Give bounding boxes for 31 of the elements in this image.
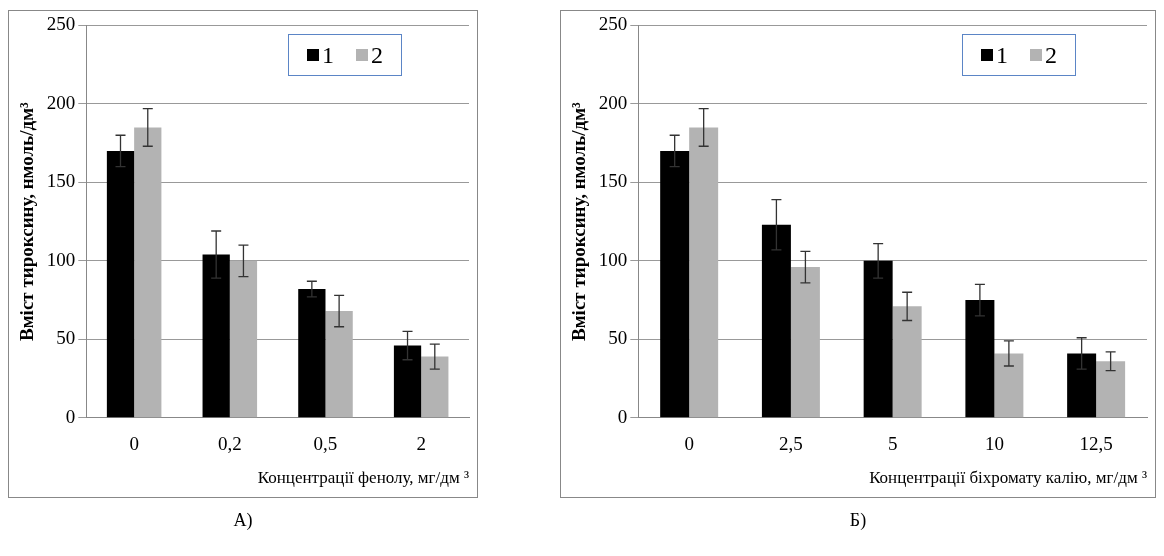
y-tick-label: 0 bbox=[617, 405, 628, 427]
y-axis-title: Вміст тироксину, нмоль/дм³ bbox=[16, 101, 38, 341]
legend-label: 1 bbox=[322, 41, 334, 69]
y-tick-label: 250 bbox=[46, 13, 76, 35]
x-tick-label: 0 bbox=[684, 433, 694, 455]
y-tick-label: 200 bbox=[598, 91, 628, 113]
legend-label: 1 bbox=[996, 41, 1008, 69]
legend-label: 2 bbox=[371, 41, 383, 69]
y-tick-label: 50 bbox=[608, 327, 628, 349]
y-tick-label: 150 bbox=[46, 170, 76, 192]
x-axis-title: Концентрації біхромату калію, мг/дм ³ bbox=[869, 468, 1147, 488]
x-axis-title: Концентрації фенолу, мг/дм ³ bbox=[257, 468, 469, 488]
y-tick-label: 100 bbox=[46, 248, 76, 270]
x-tick-label: 12,5 bbox=[1079, 433, 1113, 455]
x-tick-label: 2,5 bbox=[779, 433, 803, 455]
legend-label: 2 bbox=[1045, 41, 1057, 69]
y-axis-title: Вміст тироксину, нмоль/дм³ bbox=[568, 101, 590, 341]
text: Б) bbox=[848, 510, 868, 531]
y-tick-label: 150 bbox=[598, 170, 628, 192]
y-tick-label: 100 bbox=[598, 248, 628, 270]
text: А) bbox=[232, 510, 254, 531]
y-tick-label: 250 bbox=[598, 13, 628, 35]
y-tick-label: 50 bbox=[56, 327, 76, 349]
x-tick-label: 10 bbox=[984, 433, 1004, 455]
x-tick-label: 0,2 bbox=[217, 433, 242, 455]
y-tick-label: 0 bbox=[65, 405, 76, 427]
x-tick-label: 0,5 bbox=[313, 433, 338, 455]
y-tick-label: 200 bbox=[46, 91, 76, 113]
x-tick-label: 2 bbox=[416, 433, 426, 455]
x-tick-label: 0 bbox=[129, 433, 139, 455]
x-tick-label: 5 bbox=[887, 433, 898, 455]
